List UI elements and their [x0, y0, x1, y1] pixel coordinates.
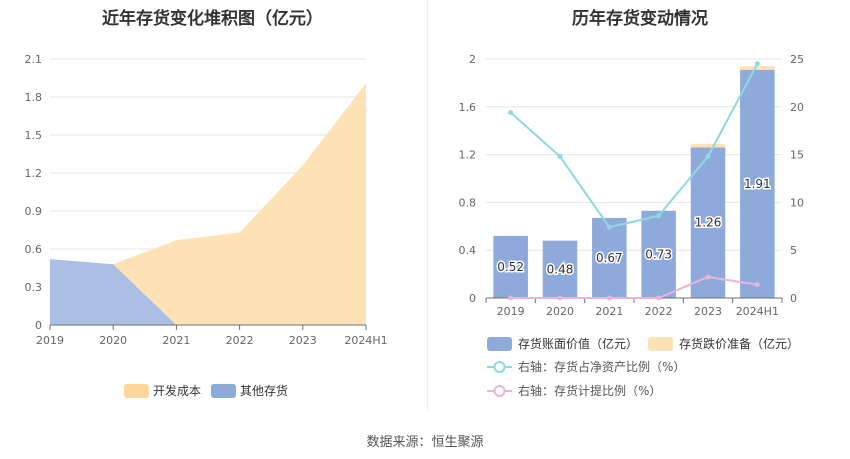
right-chart-title: 历年存货变动情况 — [572, 9, 708, 29]
legend-swatch — [124, 384, 149, 398]
y-tick-label: 0.9 — [25, 205, 43, 218]
x-tick-label: 2023 — [289, 334, 317, 347]
bar-book-value — [641, 210, 676, 298]
y-tick-label: 1.8 — [25, 91, 43, 104]
bar-provision — [690, 143, 726, 148]
y-left-tick-label: 0 — [469, 292, 476, 305]
bar-value-label: 1.91 — [744, 177, 771, 191]
legend-label: 开发成本 — [153, 383, 201, 398]
legend-marker — [493, 361, 506, 373]
y-left-tick-label: 1.2 — [459, 149, 477, 162]
y-right-tick-label: 20 — [790, 101, 804, 114]
y-left-tick-label: 0.4 — [459, 244, 477, 257]
legend-swatch — [648, 337, 673, 351]
net-asset-ratio-point — [656, 213, 662, 219]
provision-ratio-point — [705, 274, 711, 280]
bar-book-value — [542, 240, 578, 298]
x-tick-label: 2021 — [162, 334, 190, 347]
x-tick-label: 2019 — [497, 305, 525, 318]
bar-value-label: 0.52 — [497, 260, 524, 274]
x-tick-label: 2020 — [99, 334, 127, 347]
legend-label: 存货账面价值（亿元） — [518, 336, 638, 351]
x-tick-label: 2020 — [546, 305, 574, 318]
y-right-tick-label: 25 — [790, 53, 804, 66]
y-left-tick-label: 0.8 — [459, 196, 477, 209]
net-asset-ratio-line — [510, 63, 759, 229]
y-left-tick-label: 1.6 — [459, 101, 477, 114]
data-source: 数据来源：恒生聚源 — [366, 435, 484, 450]
provision-ratio-point — [606, 295, 612, 301]
y-tick-label: 0 — [35, 319, 42, 332]
y-left-tick-label: 2 — [469, 53, 476, 66]
left-chart-title: 近年存货变化堆积图（亿元） — [102, 9, 323, 29]
provision-ratio-line — [510, 275, 758, 299]
provision-ratio-point — [557, 295, 563, 301]
legend-swatch — [211, 384, 236, 398]
bar-value-label: 0.67 — [596, 251, 623, 265]
x-tick-label: 2021 — [595, 305, 623, 318]
net-asset-ratio-point — [606, 224, 612, 230]
area-other-inventory — [50, 259, 366, 325]
provision-ratio-point — [754, 282, 760, 288]
y-right-tick-label: 15 — [790, 149, 804, 162]
provision-ratio-point — [656, 295, 662, 301]
bar-book-value — [740, 69, 775, 298]
legend-marker — [493, 385, 506, 397]
bar-value-label: 0.48 — [547, 262, 574, 276]
y-tick-label: 0.3 — [25, 281, 43, 294]
x-tick-label: 2023 — [694, 305, 722, 318]
bar-value-label: 0.73 — [645, 247, 672, 261]
net-asset-ratio-point — [754, 61, 760, 67]
y-right-tick-label: 0 — [790, 292, 797, 305]
y-tick-label: 0.6 — [25, 243, 43, 256]
x-tick-label: 2024H1 — [344, 334, 387, 347]
stacked-area-chart: 0 0.3 0.6 0.9 1.2 1.5 1.8 2.1 2019 2020 2021 2022 20… — [25, 53, 388, 398]
legend-swatch — [487, 337, 512, 351]
x-tick-label: 2024H1 — [736, 305, 779, 318]
provision-ratio-point — [508, 295, 514, 301]
legend-label: 存货跌价准备（亿元） — [679, 336, 799, 351]
net-asset-ratio-point — [508, 110, 514, 116]
bar-provision — [740, 66, 775, 70]
x-tick-label: 2019 — [36, 334, 64, 347]
panel-divider — [427, 0, 428, 410]
y-right-tick-label: 5 — [790, 244, 797, 257]
net-asset-ratio-point — [557, 154, 563, 160]
y-tick-label: 1.2 — [25, 167, 43, 180]
bar-book-value — [493, 235, 528, 298]
bar-book-value — [690, 147, 726, 298]
bar-book-value — [592, 217, 627, 298]
x-tick-label: 2022 — [226, 334, 254, 347]
legend-label: 右轴：存货计提比例（%） — [518, 383, 661, 398]
area-development-cost — [113, 83, 366, 325]
net-asset-ratio-point — [705, 154, 711, 160]
y-tick-label: 2.1 — [25, 53, 43, 66]
x-tick-label: 2022 — [645, 305, 673, 318]
bar-value-label: 1.26 — [695, 216, 722, 230]
legend-label: 右轴：存货占净资产比例（%） — [518, 359, 685, 374]
y-right-tick-label: 10 — [790, 196, 804, 209]
y-tick-label: 1.5 — [25, 129, 43, 142]
legend-label: 其他存货 — [240, 383, 288, 398]
